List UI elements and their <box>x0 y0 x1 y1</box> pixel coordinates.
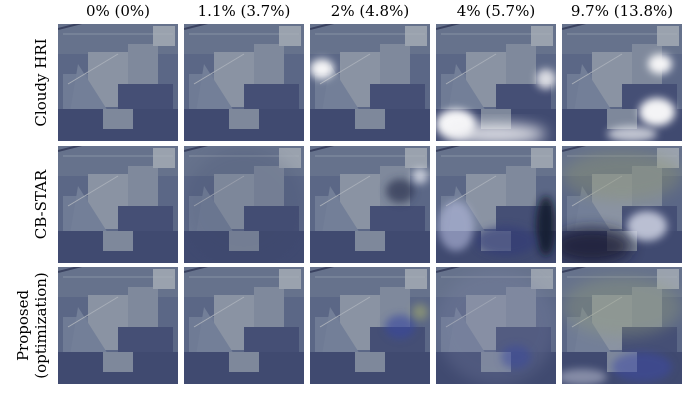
artifacts <box>562 151 682 263</box>
cloud <box>562 228 632 263</box>
satellite-image <box>310 267 430 384</box>
image-tile <box>562 267 682 384</box>
cloud <box>412 168 428 184</box>
artifacts <box>607 54 675 141</box>
cloud <box>612 352 672 382</box>
image-tile <box>562 146 682 263</box>
artifacts <box>438 196 556 256</box>
cloud <box>536 196 556 256</box>
cloud <box>436 269 556 384</box>
row-label: Proposed <box>14 290 32 362</box>
satellite-image <box>184 267 304 384</box>
image-tile <box>184 267 304 384</box>
satellite-image <box>184 24 304 141</box>
column-label: 0% (0%) <box>86 2 150 20</box>
cloud <box>438 201 474 251</box>
image-tile <box>58 24 178 141</box>
artifacts <box>184 148 304 263</box>
cloud <box>562 277 682 337</box>
satellite-image <box>58 146 178 263</box>
artifacts <box>386 168 428 203</box>
image-tile <box>184 24 304 141</box>
artifacts <box>385 304 428 339</box>
image-grid <box>58 24 682 384</box>
column-headers: 0% (0%) 1.1% (3.7%) 2% (4.8%) 4% (5.7%) 9.7%… <box>86 2 673 20</box>
image-tile <box>58 146 178 263</box>
cloud <box>446 124 546 141</box>
cloud <box>562 369 607 384</box>
cloud <box>476 226 536 256</box>
cloud <box>639 98 675 126</box>
image-tile <box>436 24 556 141</box>
artifacts <box>436 269 556 384</box>
cloud <box>412 304 428 320</box>
image-tile <box>310 146 430 263</box>
column-label: 9.7% (13.8%) <box>571 2 673 20</box>
image-tile <box>310 24 430 141</box>
cloud <box>562 151 682 201</box>
cloud <box>386 179 414 203</box>
cloud <box>648 54 672 74</box>
satellite-image <box>58 24 178 141</box>
cloud <box>184 148 304 263</box>
column-label: 1.1% (3.7%) <box>198 2 291 20</box>
cloud <box>385 315 415 339</box>
row-label: CB-STAR <box>32 169 50 239</box>
cloud <box>627 211 667 241</box>
image-tile <box>436 267 556 384</box>
artifacts <box>310 59 334 79</box>
cloud <box>310 59 334 79</box>
column-label: 4% (5.7%) <box>457 2 535 20</box>
image-tile <box>184 146 304 263</box>
image-tile <box>436 146 556 263</box>
row-label: (optimization) <box>32 272 50 379</box>
cloud <box>536 69 556 89</box>
satellite-image <box>58 267 178 384</box>
image-tile <box>58 267 178 384</box>
column-label: 2% (4.8%) <box>331 2 409 20</box>
cloud <box>501 345 531 369</box>
artifacts <box>436 69 556 141</box>
cloud <box>607 126 657 141</box>
image-tile <box>562 24 682 141</box>
row-label: Cloudy HRI <box>32 38 50 126</box>
artifacts <box>562 277 682 384</box>
image-tile <box>310 267 430 384</box>
